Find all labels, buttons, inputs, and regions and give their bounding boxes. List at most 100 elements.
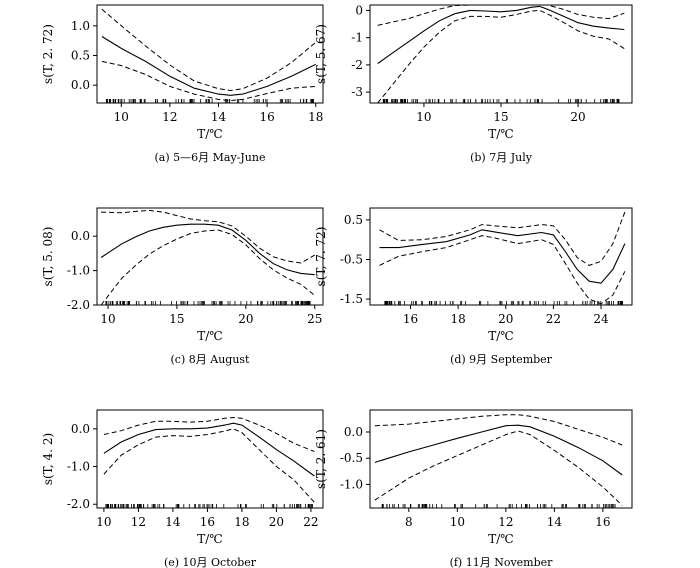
y-tick-label: -1	[351, 31, 363, 45]
x-tick-label: 10	[114, 110, 129, 124]
x-tick-label: 18	[234, 515, 249, 529]
x-tick-label: 14	[165, 515, 181, 529]
series-fit	[374, 424, 623, 476]
x-tick-label: 15	[493, 110, 508, 124]
plot-frame	[96, 4, 324, 104]
y-axis-label: s(T, 5. 08)	[41, 227, 55, 287]
plot-frame	[369, 4, 633, 104]
series-lower	[100, 229, 316, 306]
panel-caption: (e) 10月 October	[164, 556, 257, 568]
x-tick-label: 20	[238, 312, 253, 326]
rug-ticks	[105, 301, 311, 305]
x-axis-label: T/℃	[488, 329, 513, 343]
panel-caption: (c) 8月 August	[171, 353, 251, 366]
y-axis-label: s(T, 5. 67)	[314, 24, 328, 84]
y-tick-label: -0.5	[340, 252, 363, 266]
series-upper	[374, 414, 623, 446]
x-tick-label: 16	[595, 515, 610, 529]
x-axis-label: T/℃	[197, 532, 222, 546]
x-tick-label: 14	[547, 515, 563, 529]
x-tick-label: 16	[200, 515, 215, 529]
panel-caption: (a) 5—6月 May-June	[155, 151, 266, 164]
series-lower	[101, 60, 316, 102]
x-tick-label: 15	[169, 312, 184, 326]
y-tick-label: -2.0	[67, 497, 90, 511]
x-tick-label: 10	[450, 515, 465, 529]
x-tick-label: 18	[308, 110, 323, 124]
y-tick-label: -2.0	[67, 298, 90, 312]
y-tick-label: 0.0	[71, 229, 90, 243]
plot-frame	[369, 207, 633, 306]
y-axis-label: s(T, 2. 61)	[314, 429, 328, 489]
x-tick-label: 14	[211, 110, 227, 124]
x-tick-label: 18	[450, 312, 465, 326]
y-tick-label: -1.0	[67, 264, 90, 278]
series-fit	[379, 229, 626, 284]
panel-caption: (b) 7月 July	[470, 151, 533, 164]
x-tick-label: 20	[498, 312, 513, 326]
panel-caption: (f) 11月 November	[450, 556, 554, 568]
series-upper	[103, 416, 315, 452]
rug-ticks	[382, 99, 620, 103]
y-tick-label: 0	[355, 3, 363, 17]
x-axis-label: T/℃	[488, 127, 513, 141]
x-tick-label: 25	[307, 312, 322, 326]
x-tick-label: 12	[498, 515, 513, 529]
plot-frame	[96, 207, 324, 306]
plot-frame	[369, 409, 633, 509]
series-fit	[100, 223, 315, 276]
x-tick-label: 16	[403, 312, 418, 326]
panel-e: 10 12 14 16 18 20 22 0.0 -1.0 -2.0 s(T, 4. 2) T/℃ (e…	[41, 409, 324, 568]
x-tick-label: 20	[269, 515, 284, 529]
rug-ticks	[384, 301, 623, 305]
x-axis-label: T/℃	[197, 127, 222, 141]
x-tick-label: 22	[546, 312, 561, 326]
series-lower	[374, 430, 623, 506]
y-tick-label: -1.0	[340, 477, 363, 491]
panel-b: 10 15 20 0 -1 -2 -3 s(T, 5. 67) T/℃ (b) 7月 July	[314, 3, 633, 164]
series-upper	[379, 211, 626, 266]
x-tick-label: 10	[96, 515, 111, 529]
x-tick-label: 8	[405, 515, 413, 529]
x-tick-label: 12	[131, 515, 146, 529]
x-tick-label: 12	[162, 110, 177, 124]
panel-f: 8 10 12 14 16 0.0 -0.5 -1.0 s(T, 2. 61) T/℃ (f) 11…	[314, 409, 633, 568]
rug-ticks	[106, 99, 314, 103]
rug-ticks	[381, 504, 616, 508]
y-tick-label: -0.5	[340, 451, 363, 465]
y-tick-label: 0.0	[71, 78, 90, 92]
x-tick-label: 10	[100, 312, 115, 326]
series-upper	[101, 209, 315, 264]
y-tick-label: 0.5	[71, 48, 90, 62]
y-tick-label: 0.5	[344, 213, 363, 227]
y-axis-label: s(T, 2. 72)	[41, 24, 55, 84]
y-tick-label: 0.0	[71, 422, 90, 436]
panel-caption: (d) 9月 September	[450, 353, 553, 366]
y-axis-label: s(T, 4. 2)	[41, 433, 55, 485]
series-fit	[101, 36, 316, 96]
series-upper	[101, 8, 317, 92]
x-tick-label: 22	[303, 515, 318, 529]
y-tick-label: 0.0	[344, 425, 363, 439]
y-tick-label: -3	[351, 85, 363, 99]
rug-ticks	[105, 504, 313, 508]
y-axis-label: s(T, 7. 72)	[314, 227, 328, 287]
x-axis-label: T/℃	[197, 329, 222, 343]
series-lower	[377, 9, 625, 104]
y-tick-label: -2	[351, 58, 363, 72]
panel-c: 10 15 20 25 0.0 -1.0 -2.0 s(T, 5. 08) T/℃ (c) 8月 …	[41, 207, 324, 366]
series-fit	[377, 5, 625, 64]
series-lower	[379, 235, 626, 305]
plot-frame	[96, 409, 324, 509]
x-tick-label: 16	[259, 110, 274, 124]
y-tick-label: 1.0	[71, 19, 90, 33]
x-axis-label: T/℃	[488, 532, 513, 546]
x-tick-label: 20	[570, 110, 585, 124]
series-fit	[103, 422, 315, 477]
panel-a: 10 12 14 16 18 1.0 0.5 0.0 s(T, 2. 72) T/℃ (a) 5—6…	[41, 4, 324, 164]
series-upper	[377, 4, 625, 26]
x-tick-label: 24	[593, 312, 609, 326]
series-lower	[103, 428, 315, 503]
y-tick-label: -1.5	[340, 292, 363, 306]
